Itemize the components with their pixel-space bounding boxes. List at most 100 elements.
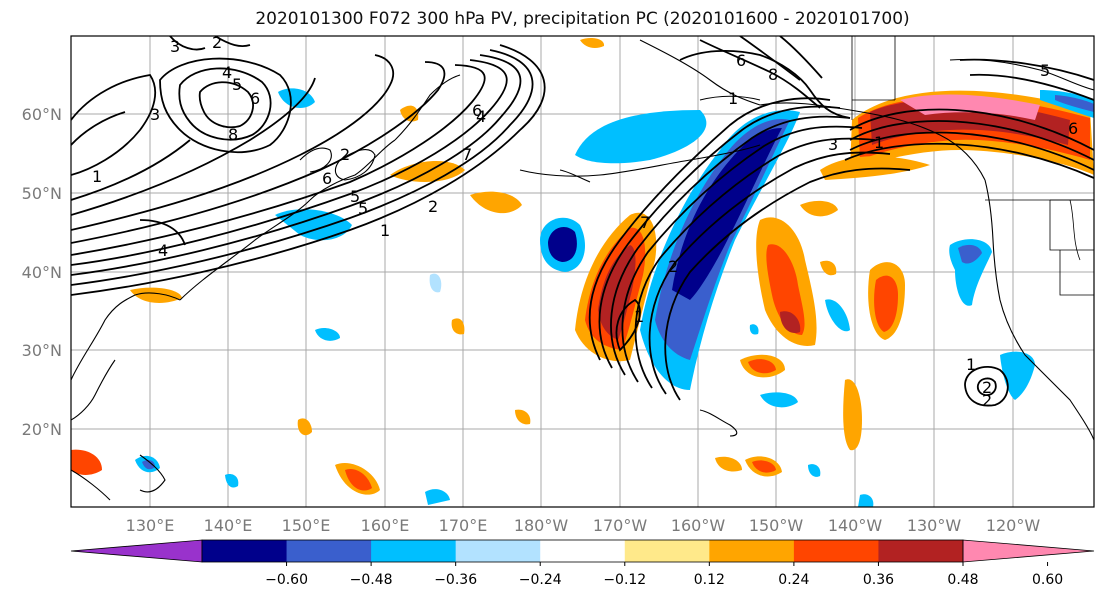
contour-label: 8 [228, 125, 238, 144]
colorbar-segment [878, 540, 964, 562]
contour-label: 2 [982, 391, 992, 410]
colorbar-segment [709, 540, 795, 562]
longitude-labels: 130°E 140°E 150°E 160°E 170°E 180°W 170°W 160°W… [126, 516, 1041, 535]
lat-label: 50°N [22, 184, 62, 203]
colorbar-tick-label: 0.48 [947, 572, 978, 588]
contour-label: 1 [92, 167, 102, 186]
contour-label: 6 [1068, 119, 1078, 138]
contour-label: 5 [358, 199, 368, 218]
precip-patch [315, 327, 340, 341]
contour-label: 6 [472, 101, 482, 120]
lon-label: 140°E [204, 516, 253, 535]
colorbar-extend-high [962, 539, 1095, 563]
colorbar-tick-label: 0.12 [694, 572, 725, 588]
lon-label: 130°E [126, 516, 175, 535]
colorbar-tick-label: −0.24 [519, 572, 562, 588]
pv-contours [71, 36, 1094, 407]
precip-patch [548, 227, 577, 262]
colorbar-tick-labels: −0.60 −0.48 −0.36 −0.24 −0.12 0.12 0.24 0.36 0.4… [265, 562, 1063, 588]
colorbar-tick-label: −0.60 [265, 572, 308, 588]
precip-patch [760, 392, 798, 408]
precip-patch [470, 191, 522, 214]
colorbar-tick-label: −0.36 [434, 572, 477, 588]
contour-label: 2 [668, 257, 678, 276]
colorbar-segment [540, 540, 626, 562]
contour-label: 1 [728, 89, 738, 108]
lon-label: 160°W [671, 516, 726, 535]
colorbar-outline [201, 539, 964, 563]
precip-patch [752, 460, 776, 473]
precip-patch [130, 287, 182, 303]
precip-patch [748, 359, 776, 374]
contour-label: 5 [350, 187, 360, 206]
colorbar-tick-label: −0.48 [350, 572, 393, 588]
precip-patch [297, 418, 312, 436]
contour-label: 4 [158, 241, 168, 260]
precip-patch [425, 489, 450, 505]
contour-label: 1 [874, 133, 884, 152]
precip-patch [580, 38, 605, 48]
precip-patch [800, 200, 838, 217]
colorbar-tick-label: −0.12 [603, 572, 646, 588]
contour-label: 2 [982, 378, 992, 397]
contour-label: 3 [828, 135, 838, 154]
precip-patch [858, 494, 874, 507]
precip-patch [874, 275, 898, 332]
precip-patch [820, 260, 837, 276]
precip-patch [225, 474, 239, 488]
precip-patch [808, 464, 821, 477]
lon-label: 140°W [828, 516, 883, 535]
colorbar-segment [202, 540, 288, 562]
precip-patch [825, 299, 850, 332]
contour-label: 7 [462, 145, 472, 164]
lon-label: 130°W [907, 516, 962, 535]
precip-patch [843, 379, 862, 451]
contour-labels: 3 2 4 5 6 8 1 7 6 3 1 2 4 5 4 2 1 8 6 5 … [92, 33, 1078, 410]
precip-patch [958, 244, 982, 264]
precip-patch [345, 468, 372, 491]
precip-patch [715, 456, 742, 472]
colorbar-segment [286, 540, 372, 562]
contour-label: 4 [476, 107, 486, 126]
colorbar-tick-label: 0.36 [863, 572, 894, 588]
contour-label: 5 [232, 75, 242, 94]
lat-label: 30°N [22, 341, 62, 360]
precip-patch [429, 273, 442, 293]
contour-label: 3 [150, 105, 160, 124]
contour-label: 4 [222, 63, 232, 82]
contour-label: 2 [428, 197, 438, 216]
lon-label: 150°E [282, 516, 331, 535]
precip-patch [71, 449, 102, 475]
contour-label: 2 [212, 33, 222, 52]
precip-patch [275, 209, 352, 241]
contour-label: 1 [634, 307, 644, 326]
contour-label: 6 [736, 51, 746, 70]
lon-label: 170°E [439, 516, 488, 535]
colorbar [70, 539, 1095, 563]
colorbar-extend-low [70, 539, 203, 563]
map-frame [70, 35, 1095, 508]
lon-label: 150°W [749, 516, 804, 535]
precip-patch [749, 324, 759, 335]
map-title: 2020101300 F072 300 hPa PV, precipitatio… [255, 9, 910, 29]
precip-patch [949, 239, 992, 306]
precip-patch [1000, 351, 1035, 400]
colorbar-segment [455, 540, 541, 562]
colorbar-segment [624, 540, 710, 562]
contour-label: 5 [1040, 61, 1050, 80]
colorbar-tick-label: 0.24 [778, 572, 809, 588]
lon-label: 170°W [593, 516, 648, 535]
lon-label: 160°E [361, 516, 410, 535]
contour-label: 3 [170, 37, 180, 56]
precip-patch [1055, 95, 1094, 112]
precip-patch [451, 318, 465, 335]
contour-label: 2 [340, 145, 350, 164]
lat-label: 40°N [22, 263, 62, 282]
contour-label: 1 [380, 221, 390, 240]
contour-label: 6 [322, 169, 332, 188]
contour-label: 7 [640, 213, 650, 232]
lon-label: 180°W [514, 516, 569, 535]
lat-label: 20°N [22, 420, 62, 439]
latitude-labels: 60°N 50°N 40°N 30°N 20°N [22, 105, 62, 439]
